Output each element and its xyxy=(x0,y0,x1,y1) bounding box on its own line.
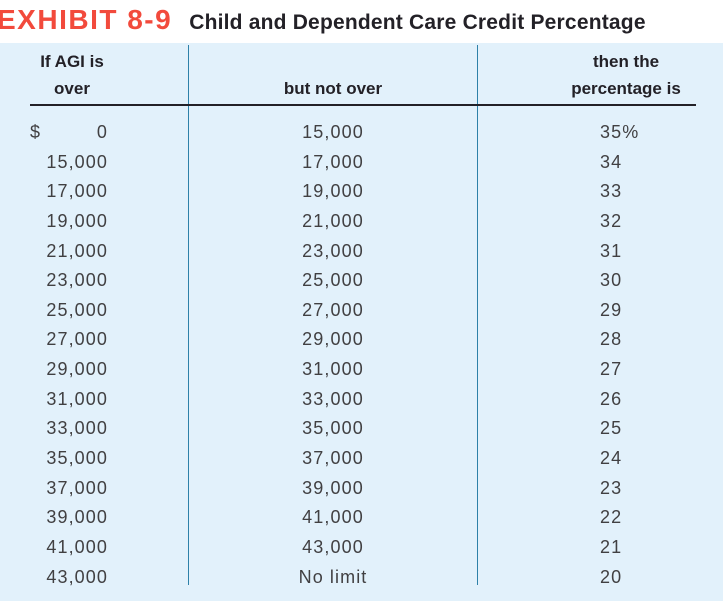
percentage-value: 29 xyxy=(600,299,623,320)
column-header-agi-over: If AGI is over xyxy=(14,48,130,102)
agi-over-value: 35,000 xyxy=(46,448,108,469)
percentage-value: 22 xyxy=(600,507,623,528)
agi-over-value: 41,000 xyxy=(46,536,108,557)
column-divider-1 xyxy=(188,45,189,585)
but-not-over-value: 25,000 xyxy=(302,270,364,291)
but-not-over-value: 19,000 xyxy=(302,181,364,202)
agi-over-cell: 33,000 xyxy=(0,414,108,444)
but-not-over-value: 41,000 xyxy=(302,507,364,528)
table-row: 43,000 No limit 20 xyxy=(0,563,723,593)
agi-over-cell: 37,000 xyxy=(0,474,108,504)
percentage-value: 21 xyxy=(600,536,623,557)
agi-over-cell: 35,000 xyxy=(0,444,108,474)
agi-over-cell: 43,000 xyxy=(0,563,108,593)
but-not-over-value: 43,000 xyxy=(302,536,364,557)
agi-over-value: 0 xyxy=(96,122,108,142)
column-header-agi-over-line2: over xyxy=(54,79,90,98)
table-row: 23,000 25,000 30 xyxy=(0,266,723,296)
percentage-value: 35% xyxy=(600,122,640,142)
table-row: 33,000 35,000 25 xyxy=(0,414,723,444)
agi-over-cell: 39,000 xyxy=(0,503,108,533)
percentage-value: 20 xyxy=(600,566,623,587)
agi-over-value: 19,000 xyxy=(46,210,108,231)
but-not-over-value: No limit xyxy=(298,566,368,587)
table-row: 19,000 21,000 32 xyxy=(0,207,723,237)
agi-over-cell: $0 xyxy=(0,118,108,148)
but-not-over-value: 35,000 xyxy=(302,418,364,439)
page-title: Child and Dependent Care Credit Percenta… xyxy=(189,11,646,34)
agi-over-cell: 31,000 xyxy=(0,385,108,415)
but-not-over-value: 23,000 xyxy=(302,240,364,261)
percentage-value: 28 xyxy=(600,329,623,350)
but-not-over-value: 29,000 xyxy=(302,329,364,350)
percentage-value: 30 xyxy=(600,270,623,291)
percentage-value: 33 xyxy=(600,181,623,202)
table-row: 39,000 41,000 22 xyxy=(0,503,723,533)
but-not-over-value: 15,000 xyxy=(302,122,364,142)
percentage-value: 25 xyxy=(600,418,623,439)
exhibit-header: EXHIBIT 8-9 Child and Dependent Care Cre… xyxy=(0,4,646,36)
but-not-over-value: 21,000 xyxy=(302,210,364,231)
table-row: 21,000 23,000 31 xyxy=(0,237,723,267)
header-rule xyxy=(30,104,696,106)
agi-over-value: 33,000 xyxy=(46,418,108,439)
agi-over-value: 21,000 xyxy=(46,240,108,261)
column-header-but-not-over: but not over xyxy=(283,79,383,98)
but-not-over-value: 27,000 xyxy=(302,299,364,320)
table-body: $0 15,000 35% 15,000 17,000 34 17,000 19… xyxy=(0,118,723,592)
but-not-over-value: 39,000 xyxy=(302,477,364,498)
table-row: 35,000 37,000 24 xyxy=(0,444,723,474)
agi-over-value: 25,000 xyxy=(46,299,108,320)
credit-percentage-table: If AGI is over but not over then the per… xyxy=(0,43,723,601)
but-not-over-value: 17,000 xyxy=(302,151,364,172)
agi-over-value: 31,000 xyxy=(46,388,108,409)
table-row: 25,000 27,000 29 xyxy=(0,296,723,326)
agi-over-cell: 17,000 xyxy=(0,177,108,207)
percentage-value: 32 xyxy=(600,210,623,231)
agi-over-cell: 41,000 xyxy=(0,533,108,563)
currency-prefix: $ xyxy=(30,122,42,142)
percentage-value: 27 xyxy=(600,359,623,380)
exhibit-label: EXHIBIT 8-9 xyxy=(0,4,173,35)
agi-over-value: 17,000 xyxy=(46,181,108,202)
but-not-over-value: 33,000 xyxy=(302,388,364,409)
agi-over-value: 29,000 xyxy=(46,359,108,380)
agi-over-value: 43,000 xyxy=(46,566,108,587)
table-row: 37,000 39,000 23 xyxy=(0,474,723,504)
agi-over-value: 15,000 xyxy=(46,151,108,172)
percentage-value: 23 xyxy=(600,477,623,498)
agi-over-cell: 21,000 xyxy=(0,237,108,267)
table-row: 29,000 31,000 27 xyxy=(0,355,723,385)
agi-over-value: 23,000 xyxy=(46,270,108,291)
column-header-percentage: then the percentage is xyxy=(528,48,723,102)
column-divider-2 xyxy=(477,45,478,585)
column-header-agi-over-line1: If AGI is xyxy=(40,52,104,71)
agi-over-cell: 19,000 xyxy=(0,207,108,237)
table-row: 17,000 19,000 33 xyxy=(0,177,723,207)
table-row: $0 15,000 35% xyxy=(0,118,723,148)
percentage-value: 26 xyxy=(600,388,623,409)
agi-over-cell: 29,000 xyxy=(0,355,108,385)
table-row: 31,000 33,000 26 xyxy=(0,385,723,415)
but-not-over-value: 37,000 xyxy=(302,448,364,469)
column-header-percentage-line2: percentage is xyxy=(571,79,681,98)
agi-over-value: 39,000 xyxy=(46,507,108,528)
agi-over-cell: 15,000 xyxy=(0,148,108,178)
table-row: 27,000 29,000 28 xyxy=(0,325,723,355)
percentage-value: 34 xyxy=(600,151,623,172)
table-row: 41,000 43,000 21 xyxy=(0,533,723,563)
but-not-over-value: 31,000 xyxy=(302,359,364,380)
agi-over-cell: 27,000 xyxy=(0,325,108,355)
agi-over-value: 27,000 xyxy=(46,329,108,350)
table-row: 15,000 17,000 34 xyxy=(0,148,723,178)
agi-over-cell: 25,000 xyxy=(0,296,108,326)
agi-over-cell: 23,000 xyxy=(0,266,108,296)
percentage-value: 31 xyxy=(600,240,623,261)
column-header-percentage-line1: then the xyxy=(592,52,660,71)
agi-over-value: 37,000 xyxy=(46,477,108,498)
percentage-value: 24 xyxy=(600,448,623,469)
